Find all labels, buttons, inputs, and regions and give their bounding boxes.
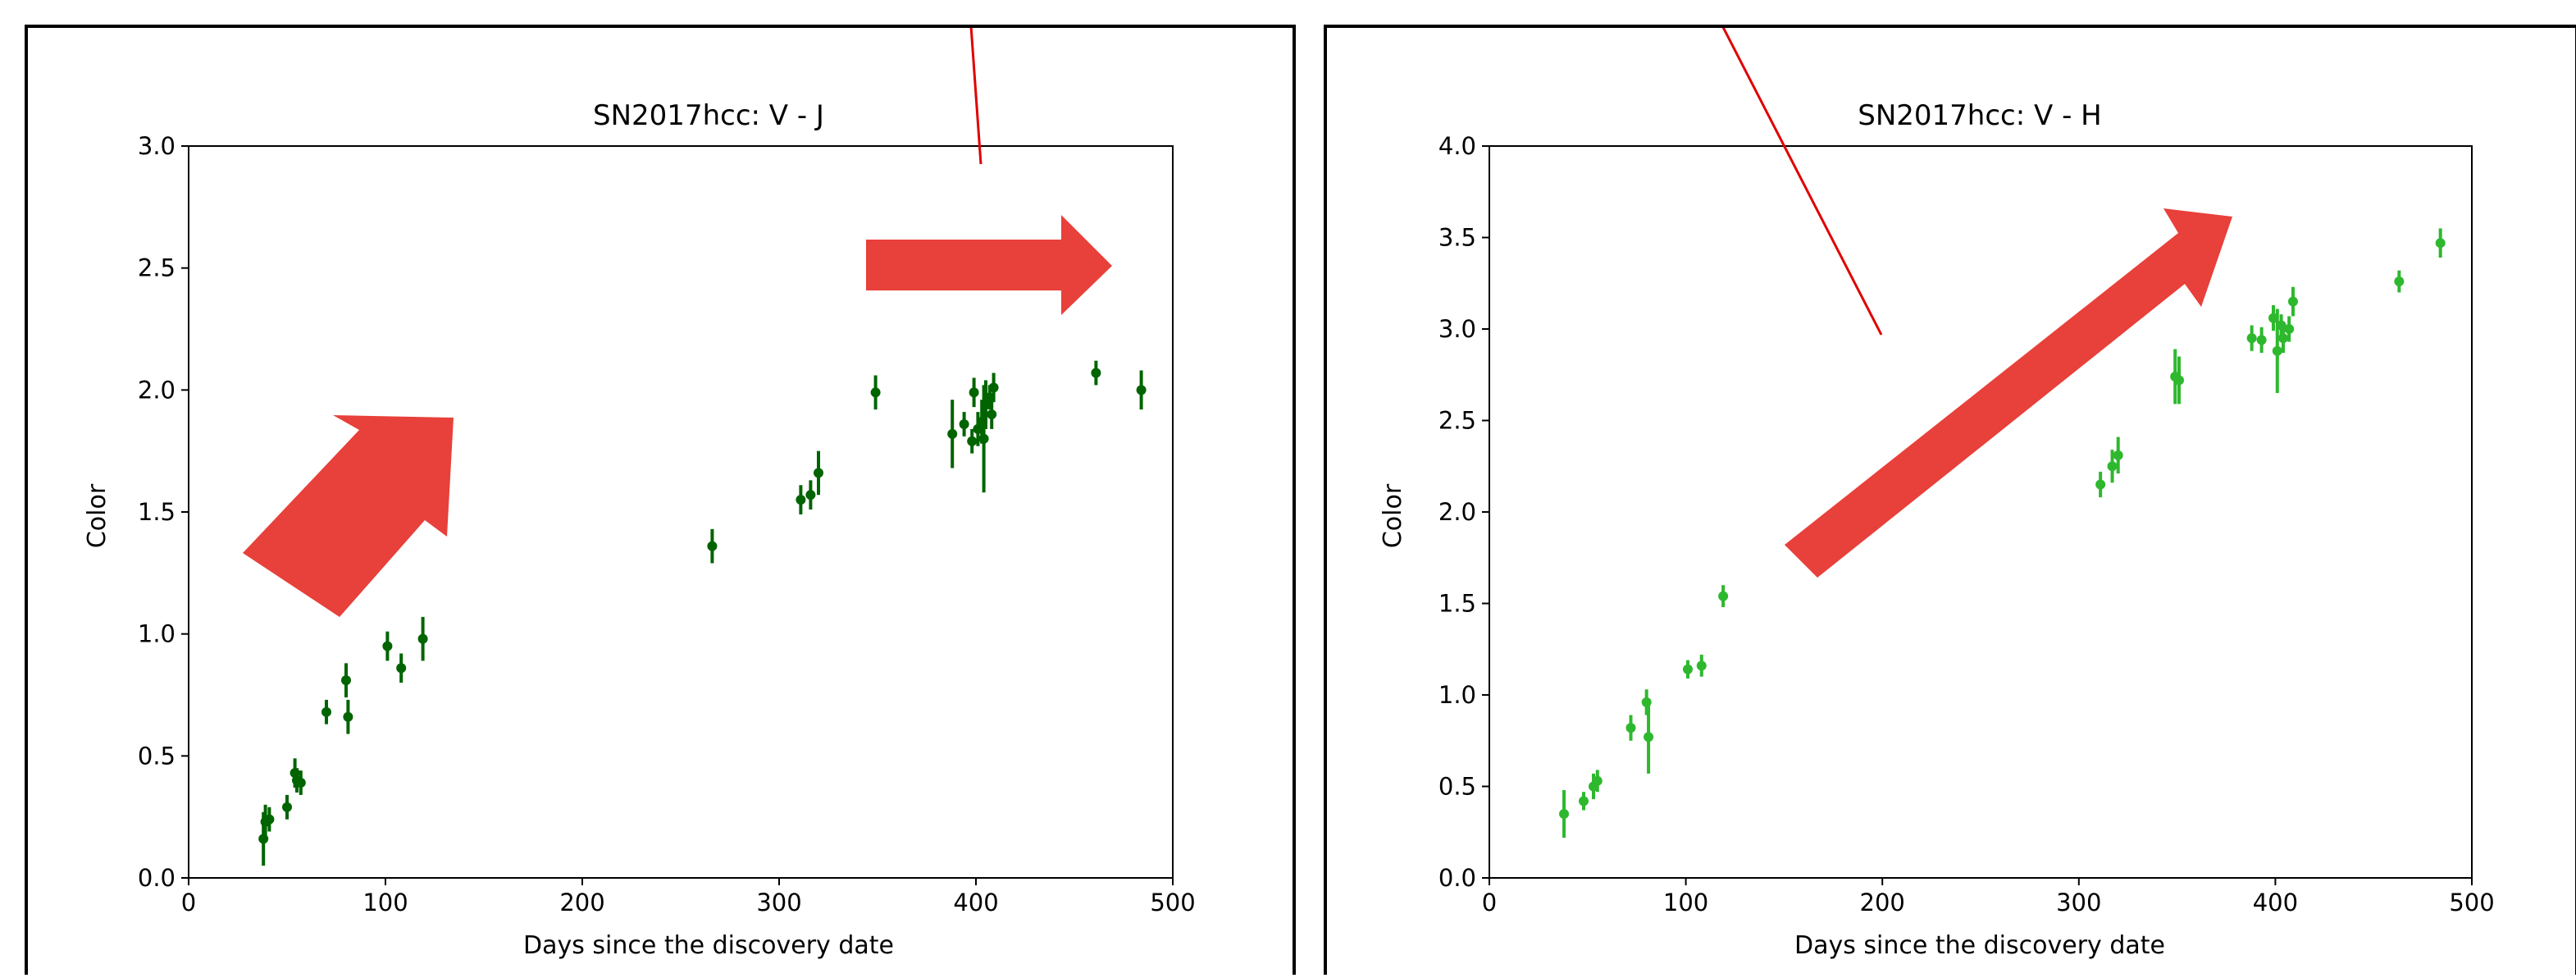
data-point (814, 468, 823, 478)
data-point (987, 409, 997, 420)
data-point (1559, 808, 1570, 819)
plot-frame (1489, 145, 2473, 879)
data-point (805, 490, 816, 500)
data-point (2173, 375, 2184, 386)
data-point (2246, 333, 2257, 344)
chart-title: SN2017hcc: V - H (1858, 99, 2101, 132)
data-point (988, 382, 999, 393)
data-point (796, 495, 806, 505)
y-tick-label: 1.0 (138, 620, 176, 648)
data-point (2284, 324, 2295, 334)
y-tick-label: 2.5 (1438, 407, 1476, 435)
data-point (1682, 664, 1693, 674)
y-tick-label: 2.0 (1438, 498, 1476, 526)
x-tick-label: 500 (1150, 889, 1195, 916)
data-point (1579, 796, 1589, 807)
chart-title: SN2017hcc: V - J (593, 99, 824, 132)
y-tick-label: 0.0 (1438, 864, 1476, 892)
x-tick-label: 0 (181, 889, 196, 916)
data-point (2256, 335, 2267, 345)
data-point (1136, 385, 1147, 395)
x-axis-label: Days since the discovery date (1794, 931, 2165, 960)
y-tick-label: 4.0 (1438, 132, 1476, 160)
data-point (2095, 479, 2106, 490)
y-tick-label: 2.5 (138, 254, 176, 282)
x-tick-label: 200 (559, 889, 604, 916)
data-point (1644, 732, 1654, 743)
y-tick-label: 3.5 (1438, 224, 1476, 252)
x-tick-label: 300 (756, 889, 801, 916)
y-tick-label: 1.5 (138, 498, 176, 526)
data-point (2277, 333, 2288, 344)
chart-vh: SN2017hcc: V - H Days since the discover… (1379, 99, 2495, 960)
data-point (396, 663, 407, 674)
x-tick-label: 200 (1860, 889, 1905, 916)
data-point (1696, 660, 1707, 671)
data-point (1718, 591, 1729, 601)
chart-vj: SN2017hcc: V - J Days since the discover… (83, 99, 1196, 960)
x-tick-label: 400 (2253, 889, 2298, 916)
x-tick-label: 0 (1482, 889, 1497, 916)
data-point (870, 387, 881, 398)
chart-panel-left: SN2017hcc: V - J Days since the discover… (25, 25, 1296, 975)
plot-frame (188, 145, 1174, 879)
data-point (343, 711, 353, 722)
data-point (967, 436, 978, 446)
data-point (1625, 723, 1636, 734)
data-point (321, 706, 331, 717)
y-axis-label: Color (83, 483, 112, 548)
data-point (978, 433, 989, 444)
y-tick-label: 3.0 (138, 132, 176, 160)
data-point (707, 541, 718, 551)
y-axis-label: Color (1379, 483, 1407, 548)
data-point (947, 428, 958, 439)
y-tick-label: 0.5 (1438, 773, 1476, 801)
data-point (1091, 368, 1101, 378)
data-point (2113, 450, 2123, 460)
y-tick-label: 1.0 (1438, 681, 1476, 709)
x-axis-label: Days since the discovery date (523, 931, 894, 960)
y-tick-label: 2.0 (138, 376, 176, 404)
data-point (2272, 345, 2282, 356)
data-point (382, 641, 393, 651)
y-tick-label: 0.5 (138, 742, 176, 770)
data-point (2394, 276, 2405, 287)
data-point (417, 633, 428, 644)
data-point (959, 418, 969, 429)
x-tick-label: 500 (2449, 889, 2494, 916)
data-point (341, 675, 351, 686)
data-point (2435, 238, 2446, 249)
x-tick-label: 100 (1663, 889, 1708, 916)
x-tick-label: 400 (953, 889, 998, 916)
data-point (295, 778, 306, 788)
data-point (282, 802, 292, 812)
y-tick-label: 0.0 (138, 864, 176, 892)
data-point (969, 387, 979, 398)
x-tick-label: 300 (2056, 889, 2101, 916)
data-point (264, 814, 275, 825)
data-point (1592, 775, 1603, 786)
x-tick-label: 100 (362, 889, 408, 916)
chart-panel-right: SN2017hcc: V - H Days since the discover… (1324, 25, 2576, 975)
data-point (2107, 461, 2118, 472)
y-tick-label: 3.0 (1438, 315, 1476, 343)
y-tick-label: 1.5 (1438, 590, 1476, 618)
data-point (2287, 296, 2298, 307)
